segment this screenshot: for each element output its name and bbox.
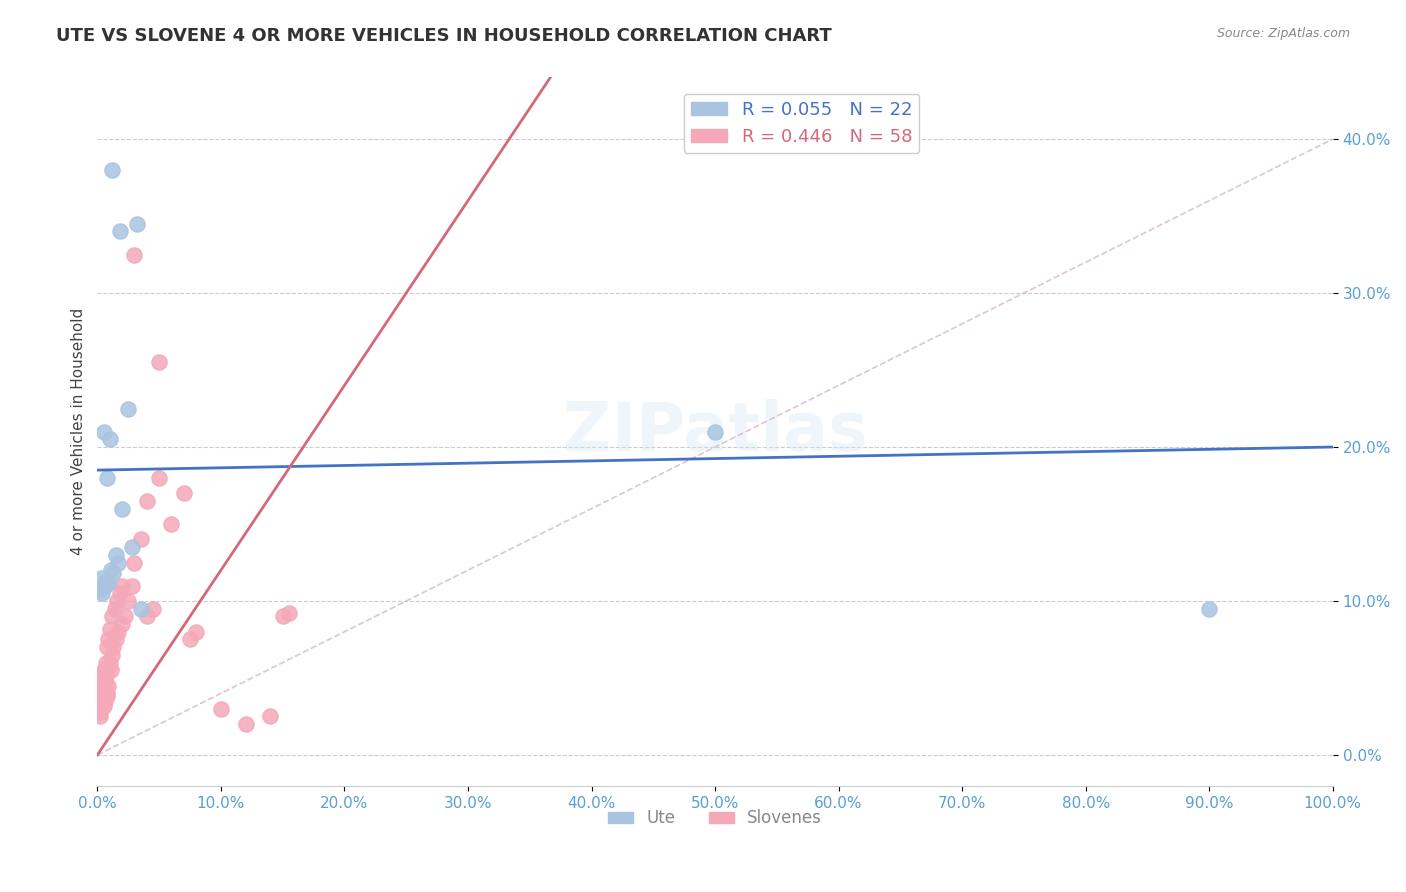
Text: UTE VS SLOVENE 4 OR MORE VEHICLES IN HOUSEHOLD CORRELATION CHART: UTE VS SLOVENE 4 OR MORE VEHICLES IN HOU…	[56, 27, 832, 45]
Point	[160, 516, 183, 531]
Point	[1198, 601, 1220, 615]
Point	[94, 663, 117, 677]
Point	[89, 702, 111, 716]
Point	[93, 674, 115, 689]
Point	[108, 224, 131, 238]
Point	[100, 563, 122, 577]
Point	[104, 601, 127, 615]
Point	[117, 401, 139, 416]
Point	[121, 540, 143, 554]
Point	[107, 624, 129, 639]
Point	[135, 494, 157, 508]
Point	[121, 579, 143, 593]
Point	[87, 694, 110, 708]
Point	[124, 556, 146, 570]
Point	[90, 571, 112, 585]
Point	[111, 579, 134, 593]
Point	[135, 609, 157, 624]
Point	[91, 671, 114, 685]
Point	[209, 702, 232, 716]
Point	[93, 425, 115, 439]
Point	[129, 601, 152, 615]
Y-axis label: 4 or more Vehicles in Household: 4 or more Vehicles in Household	[72, 308, 86, 555]
Point	[124, 247, 146, 261]
Point	[94, 579, 117, 593]
Point	[90, 683, 112, 698]
Point	[97, 679, 120, 693]
Point	[101, 162, 124, 177]
Point	[104, 548, 127, 562]
Point	[105, 594, 128, 608]
Point	[96, 686, 118, 700]
Point	[89, 709, 111, 723]
Point	[97, 658, 120, 673]
Text: ZIPatlas: ZIPatlas	[562, 399, 868, 465]
Point	[104, 632, 127, 647]
Point	[94, 694, 117, 708]
Point	[96, 640, 118, 655]
Point	[111, 501, 134, 516]
Point	[98, 622, 121, 636]
Point	[704, 425, 727, 439]
Point	[89, 582, 111, 596]
Point	[100, 663, 122, 677]
Point	[97, 575, 120, 590]
Point	[96, 471, 118, 485]
Point	[108, 586, 131, 600]
Point	[271, 609, 294, 624]
Point	[125, 217, 148, 231]
Point	[91, 686, 114, 700]
Point	[129, 533, 152, 547]
Point	[96, 690, 118, 704]
Point	[90, 698, 112, 713]
Point	[89, 686, 111, 700]
Point	[148, 471, 170, 485]
Point	[179, 632, 201, 647]
Point	[103, 640, 125, 655]
Point	[93, 663, 115, 677]
Point	[186, 624, 208, 639]
Point	[94, 674, 117, 689]
Legend: Ute, Slovenes: Ute, Slovenes	[602, 803, 828, 834]
Point	[91, 679, 114, 693]
Point	[111, 617, 134, 632]
Point	[89, 705, 111, 719]
Point	[235, 717, 257, 731]
Point	[259, 709, 281, 723]
Point	[90, 690, 112, 704]
Point	[98, 433, 121, 447]
Point	[142, 601, 165, 615]
Point	[98, 656, 121, 670]
Point	[148, 355, 170, 369]
Point	[114, 609, 136, 624]
Point	[101, 609, 124, 624]
Point	[94, 656, 117, 670]
Point	[101, 648, 124, 662]
Point	[117, 594, 139, 608]
Point	[277, 607, 299, 621]
Point	[107, 556, 129, 570]
Point	[94, 668, 117, 682]
Point	[173, 486, 195, 500]
Point	[91, 586, 114, 600]
Point	[94, 574, 117, 588]
Point	[93, 698, 115, 713]
Point	[103, 566, 125, 581]
Text: Source: ZipAtlas.com: Source: ZipAtlas.com	[1216, 27, 1350, 40]
Point	[97, 632, 120, 647]
